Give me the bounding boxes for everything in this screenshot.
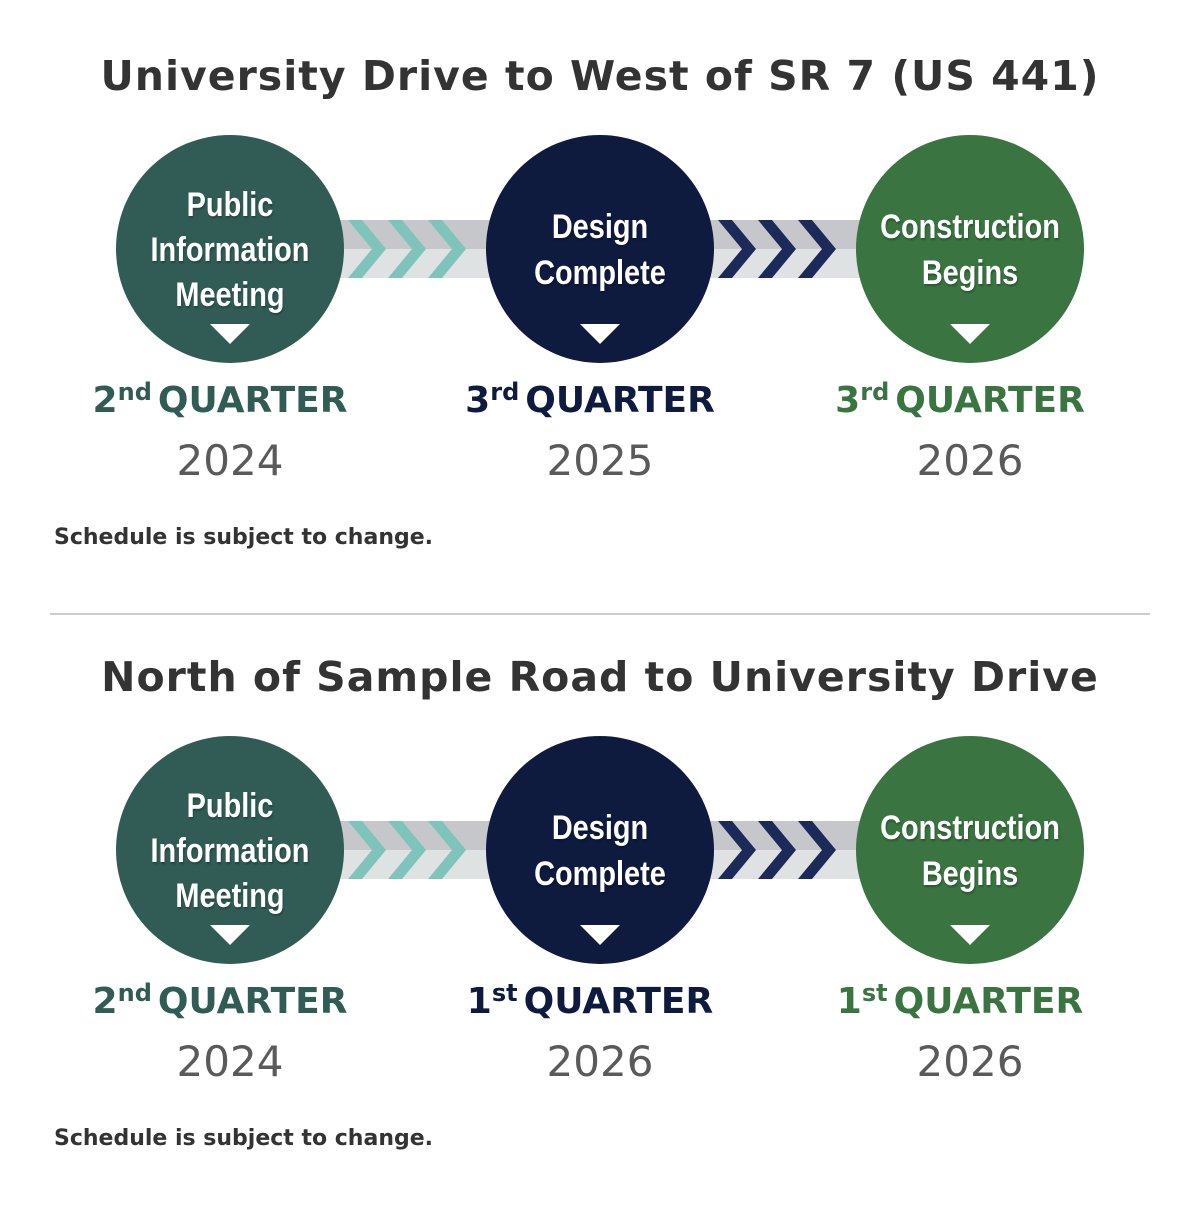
milestone-circle: Construction Begins	[856, 736, 1084, 964]
milestone-label-line: Complete	[534, 855, 666, 893]
chevron-right-icon	[348, 220, 386, 278]
section-title: University Drive to West of SR 7 (US 441…	[100, 52, 1100, 100]
milestone-year: 2026	[916, 1037, 1024, 1086]
connector-bars	[330, 821, 880, 879]
down-triangle-icon	[210, 324, 250, 344]
down-triangle-icon	[580, 925, 620, 945]
milestone-year: 2026	[916, 436, 1024, 485]
milestone-quarter: 1st QUARTER	[830, 979, 1090, 1022]
chevron-right-icon	[758, 220, 796, 278]
chevron-right-icon	[758, 821, 796, 879]
milestone-quarter: 1st QUARTER	[460, 979, 720, 1022]
milestone-label-line: Meeting	[175, 276, 285, 314]
milestone-year: 2024	[176, 1037, 284, 1086]
milestone-label-line: Public	[186, 186, 274, 224]
quarter-ordinal-suffix: rd	[860, 378, 890, 406]
milestone-label-line: Information	[150, 832, 310, 870]
quarter-ordinal-suffix: rd	[490, 378, 520, 406]
connector-bars	[330, 220, 880, 278]
quarter-word: QUARTER	[157, 380, 348, 421]
chevron-right-icon	[798, 821, 836, 879]
chevron-right-icon	[388, 220, 426, 278]
timeline-section-2: North of Sample Road to University Drive…	[0, 601, 1200, 1201]
quarter-ordinal: 2	[92, 380, 118, 421]
quarter-ordinal-suffix: st	[491, 979, 518, 1007]
milestone-quarter: 3rd QUARTER	[830, 378, 1090, 421]
quarter-ordinal-suffix: nd	[117, 378, 152, 406]
quarter-ordinal: 1	[466, 981, 492, 1022]
chevron-right-icon	[718, 220, 756, 278]
down-triangle-icon	[210, 925, 250, 945]
milestone-circle: Public Information Meeting	[116, 135, 344, 363]
milestone-label-line: Begins	[921, 254, 1019, 292]
chevron-right-icon	[718, 821, 756, 879]
milestone-label-line: Begins	[921, 855, 1019, 893]
milestone-label-line: Design	[551, 809, 649, 847]
quarter-word: QUARTER	[893, 981, 1084, 1022]
milestone-quarter: 2nd QUARTER	[90, 378, 350, 421]
milestone-circle: Construction Begins	[856, 135, 1084, 363]
milestone-quarter: 3rd QUARTER	[460, 378, 720, 421]
chevron-right-icon	[428, 220, 466, 278]
section-title: North of Sample Road to University Drive	[101, 653, 1099, 701]
quarter-word: QUARTER	[523, 981, 714, 1022]
milestone-circle: Design Complete	[486, 736, 714, 964]
section-divider	[50, 613, 1150, 615]
chevron-right-icon	[428, 821, 466, 879]
down-triangle-icon	[950, 324, 990, 344]
chevron-right-icon	[388, 821, 426, 879]
milestone-year: 2026	[546, 1037, 654, 1086]
milestone-label-line: Construction	[880, 208, 1060, 246]
milestone-label-line: Construction	[880, 809, 1060, 847]
quarter-ordinal: 2	[92, 981, 118, 1022]
quarter-ordinal-suffix: nd	[117, 979, 152, 1007]
quarter-word: QUARTER	[895, 380, 1085, 421]
down-triangle-icon	[950, 925, 990, 945]
down-triangle-icon	[580, 324, 620, 344]
milestone-label-line: Information	[150, 231, 310, 269]
quarter-ordinal: 1	[836, 981, 862, 1022]
quarter-ordinal-suffix: st	[861, 979, 888, 1007]
milestone-circle: Public Information Meeting	[116, 736, 344, 964]
quarter-ordinal: 3	[465, 380, 491, 421]
milestone-label-line: Meeting	[175, 877, 285, 915]
quarter-word: QUARTER	[157, 981, 348, 1022]
quarter-ordinal: 3	[835, 380, 861, 421]
timeline-section-1: University Drive to West of SR 7 (US 441…	[0, 0, 1200, 600]
quarter-word: QUARTER	[525, 380, 715, 421]
milestone-label-line: Public	[186, 787, 274, 825]
milestone-year: 2024	[176, 436, 284, 485]
milestone-circle: Design Complete	[486, 135, 714, 363]
milestone-year: 2025	[546, 436, 654, 485]
chevron-right-icon	[348, 821, 386, 879]
schedule-note: Schedule is subject to change.	[54, 525, 434, 550]
milestone-label-line: Complete	[534, 254, 666, 292]
milestone-quarter: 2nd QUARTER	[90, 979, 350, 1022]
schedule-note: Schedule is subject to change.	[54, 1126, 434, 1151]
chevron-right-icon	[798, 220, 836, 278]
milestone-label-line: Design	[551, 208, 649, 246]
